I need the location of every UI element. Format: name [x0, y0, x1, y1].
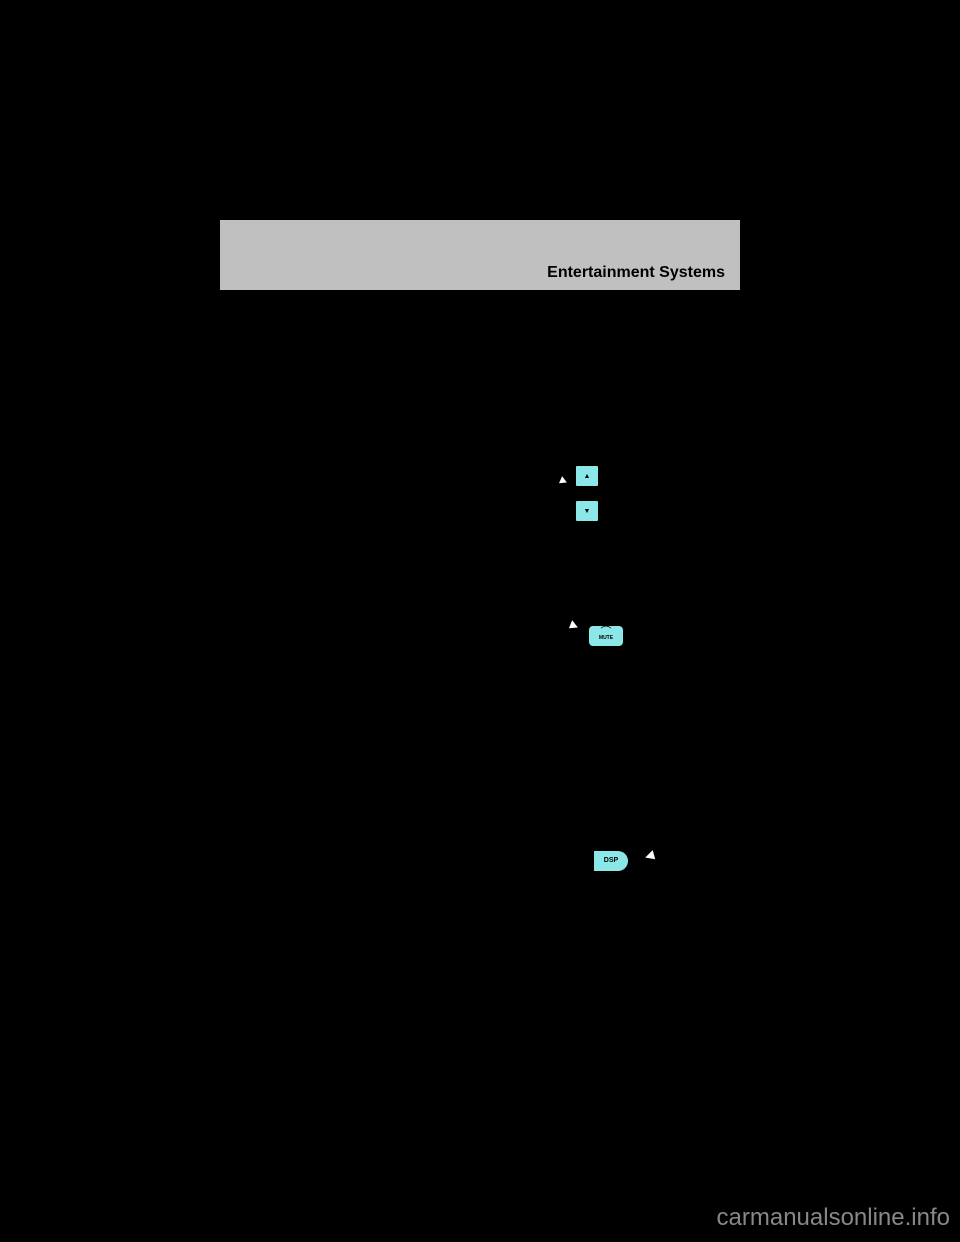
page-title: Entertainment Systems [547, 264, 725, 282]
dsp-outline: DSP [555, 850, 629, 872]
rounded-outline-box [520, 405, 687, 449]
mute-button[interactable]: ⌒ MUTE [588, 625, 624, 647]
mute-label: MUTE [599, 635, 613, 641]
page-container: Entertainment Systems ▲ ▼ ⌒ MUTE DSP [220, 220, 740, 290]
arrow-to-dsp-icon [630, 840, 686, 866]
arrow-to-updown-icon [538, 467, 578, 489]
dsp-control-group: DSP [555, 850, 629, 872]
down-triangle-icon: ▼ [584, 508, 591, 515]
up-triangle-icon: ▲ [584, 473, 591, 480]
dsp-label: DSP [604, 857, 618, 864]
arrow-to-mute-icon [543, 606, 589, 636]
down-button[interactable]: ▼ [575, 500, 599, 522]
watermark-text: carmanualsonline.info [717, 1204, 950, 1232]
header-bar: Entertainment Systems [220, 220, 740, 290]
up-button[interactable]: ▲ [575, 465, 599, 487]
dsp-button[interactable]: DSP [593, 851, 628, 871]
